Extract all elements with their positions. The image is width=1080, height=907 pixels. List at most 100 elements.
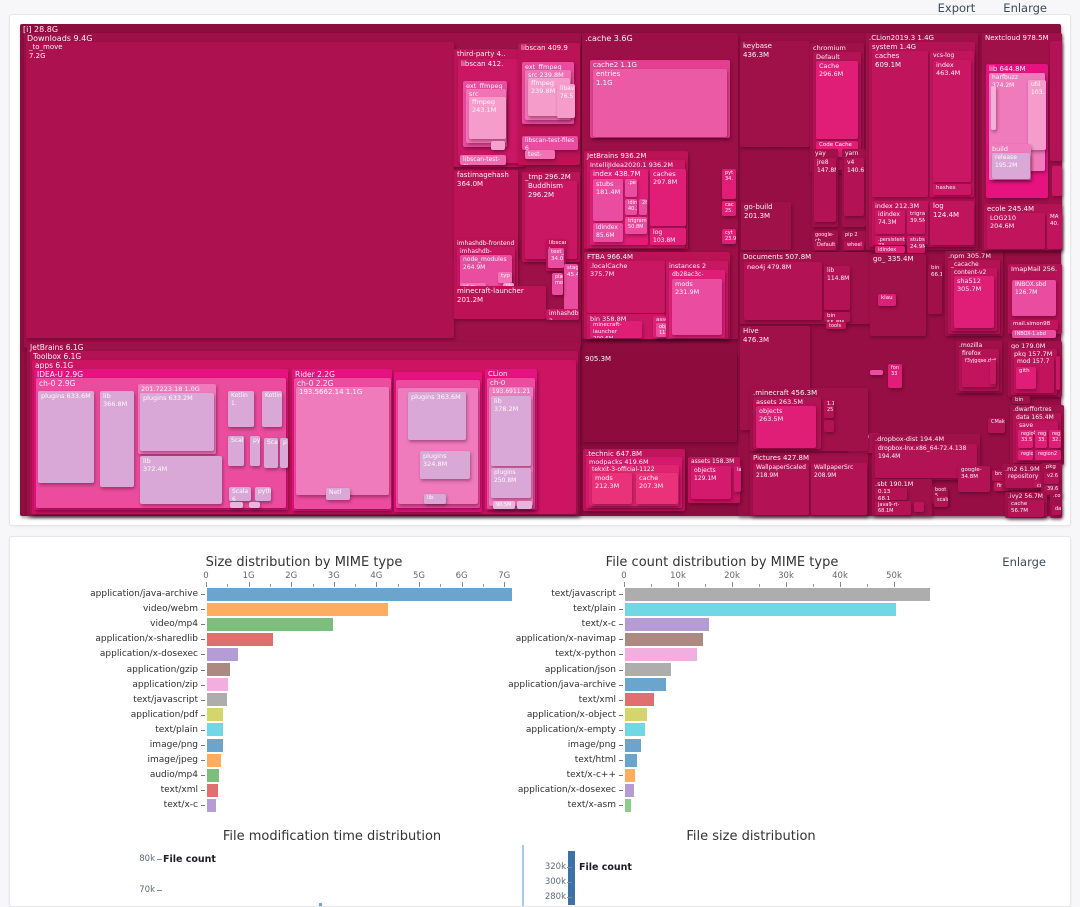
treemap-node[interactable]: bin (1012, 396, 1030, 404)
treemap-node[interactable]: hashes (933, 184, 971, 195)
treemap-node[interactable]: fon 33 (888, 364, 902, 388)
treemap-node[interactable]: minecraft-launcher 201.2M (454, 286, 546, 319)
treemap-node[interactable]: 0.13 68.1 (875, 488, 907, 500)
treemap-node[interactable]: sha512 305.7M (954, 276, 994, 328)
treemap-node[interactable]: Cache 296.6M (816, 61, 858, 139)
treemap-node[interactable] (230, 502, 243, 508)
treemap-node[interactable]: MA 40. (1047, 213, 1062, 249)
treemap-node[interactable]: trigra 39.5M (907, 210, 925, 234)
treemap-node[interactable]: cyt 23.9 (722, 229, 736, 244)
treemap-node[interactable]: test_ 34.0 (548, 248, 564, 268)
treemap-node[interactable]: idindex trig (875, 246, 905, 253)
treemap-node[interactable]: neo4j 479.8M (744, 262, 822, 320)
treemap-node[interactable]: klau (878, 294, 896, 306)
treemap-node[interactable]: java9-rt- 68.1M (875, 501, 911, 515)
treemap-node[interactable]: lib 378.2M (491, 396, 531, 466)
treemap-node[interactable]: scala- (934, 496, 948, 507)
bar[interactable] (207, 663, 231, 676)
treemap-node[interactable]: v4 140.6M (844, 158, 864, 216)
treemap-node[interactable]: plugins 633.6M (38, 391, 94, 483)
treemap-node[interactable]: CMak (988, 418, 1005, 433)
treemap-node[interactable]: .pe (625, 179, 637, 197)
bar[interactable] (625, 768, 635, 782)
treemap-node[interactable]: .localCache 375.7M (587, 261, 665, 313)
treemap-node[interactable]: lib 114.8M (824, 266, 850, 310)
treemap-node[interactable] (1050, 41, 1062, 161)
treemap-node[interactable]: 193.5662.14 1.1G (296, 387, 389, 495)
treemap-node[interactable]: typ (498, 272, 512, 283)
treemap-node[interactable]: WallpaperScaled 218.9M (753, 463, 809, 515)
bar[interactable] (207, 602, 389, 616)
bar[interactable] (625, 693, 654, 707)
treemap-node[interactable]: WallpaperSrc 208.9M (811, 463, 867, 515)
treemap-node[interactable]: entries 1.1G (593, 69, 727, 137)
treemap-node[interactable]: 905.3M (582, 354, 737, 442)
treemap-node[interactable]: INBOX.sbd 126.7M (1012, 280, 1056, 316)
bar[interactable] (207, 708, 224, 722)
treemap-node[interactable]: libav 76.5 (557, 84, 575, 118)
bar[interactable] (207, 693, 228, 707)
bar[interactable] (207, 753, 221, 767)
bar[interactable] (625, 753, 638, 767)
treemap-node[interactable]: idindex 74.3M (875, 210, 905, 234)
treemap-node[interactable]: Scal (228, 436, 244, 466)
treemap-node[interactable]: bin 66.1 (928, 264, 942, 314)
histogram-bar[interactable] (568, 851, 575, 905)
treemap-node[interactable]: objects 129.1M (691, 466, 731, 499)
treemap-node[interactable]: reg 32.1 (1049, 430, 1061, 448)
bar[interactable] (625, 783, 635, 797)
treemap-node[interactable] (1052, 166, 1062, 196)
bar[interactable] (207, 587, 513, 601)
treemap-node[interactable]: cac 25. (722, 201, 736, 216)
treemap-node[interactable]: caches 297.8M (650, 169, 686, 226)
treemap-node[interactable] (991, 86, 996, 130)
treemap-node[interactable]: lib 372.4M (140, 456, 222, 504)
treemap-node[interactable]: Kotlin (262, 391, 282, 427)
treemap-node[interactable]: INBOX-1.sbd (1012, 330, 1056, 338)
treemap-node[interactable]: mail.simon98 (1010, 320, 1058, 330)
charts-enlarge-button[interactable]: Enlarge (1002, 555, 1046, 569)
treemap-node[interactable]: Sca (264, 438, 278, 468)
treemap-node[interactable]: google- 34.8M (958, 466, 990, 492)
treemap-node[interactable]: regio (1018, 450, 1033, 460)
treemap-node[interactable]: go-build 201.3M (741, 202, 791, 250)
treemap-node[interactable]: stubs 181.4M (593, 179, 623, 221)
bar[interactable] (625, 708, 647, 722)
treemap-node[interactable]: data (1052, 505, 1061, 515)
treemap-node[interactable]: region2 (1035, 450, 1061, 460)
treemap-node[interactable]: objects 263.5M (756, 406, 816, 448)
treemap-node[interactable]: minecraft-launcher 200.6M (590, 321, 642, 338)
treemap-node[interactable]: pyth (255, 487, 271, 501)
treemap-node[interactable]: libscan-test-file (460, 155, 506, 165)
treemap-node[interactable] (870, 370, 883, 375)
treemap-node[interactable]: mods 231.9M (672, 279, 722, 335)
treemap-node[interactable]: plat mo (552, 273, 563, 295)
treemap-node[interactable]: stubs 24.9M (907, 236, 925, 253)
treemap-node[interactable]: ffmpeg 243.1M (469, 97, 506, 139)
treemap-node[interactable]: la (734, 466, 741, 492)
treemap-node[interactable]: gith (1016, 367, 1036, 389)
treemap-node[interactable]: caches 609.1M (872, 51, 928, 197)
treemap-node[interactable] (990, 360, 996, 384)
line-series-point[interactable] (319, 903, 322, 906)
treemap-node[interactable]: log 124.4M (930, 201, 974, 245)
treemap-node[interactable]: plugins 324.8M (420, 451, 470, 479)
bar[interactable] (207, 723, 223, 737)
treemap-node[interactable]: keybase 436.3M (740, 41, 810, 147)
bar[interactable] (207, 738, 223, 752)
bar[interactable] (207, 617, 333, 631)
treemap-node[interactable]: Default (814, 241, 836, 250)
treemap-node[interactable]: regio 33.5 (1018, 430, 1033, 448)
treemap-node[interactable]: util 103. (1028, 80, 1046, 150)
treemap-node[interactable]: mods 212.3M (592, 473, 632, 504)
treemap-node[interactable]: py (250, 436, 260, 466)
bar[interactable] (207, 647, 239, 661)
treemap-node[interactable]: idindex 85.6M (593, 223, 623, 242)
treemap-node[interactable]: LOG210 204.6M (987, 213, 1045, 249)
treemap-node[interactable]: cache 207.3M (636, 473, 678, 504)
treemap-node[interactable]: test-files (525, 150, 555, 159)
treemap-node[interactable] (914, 502, 924, 512)
bar[interactable] (207, 798, 216, 812)
bar[interactable] (625, 617, 710, 631)
treemap-node[interactable] (249, 502, 260, 508)
